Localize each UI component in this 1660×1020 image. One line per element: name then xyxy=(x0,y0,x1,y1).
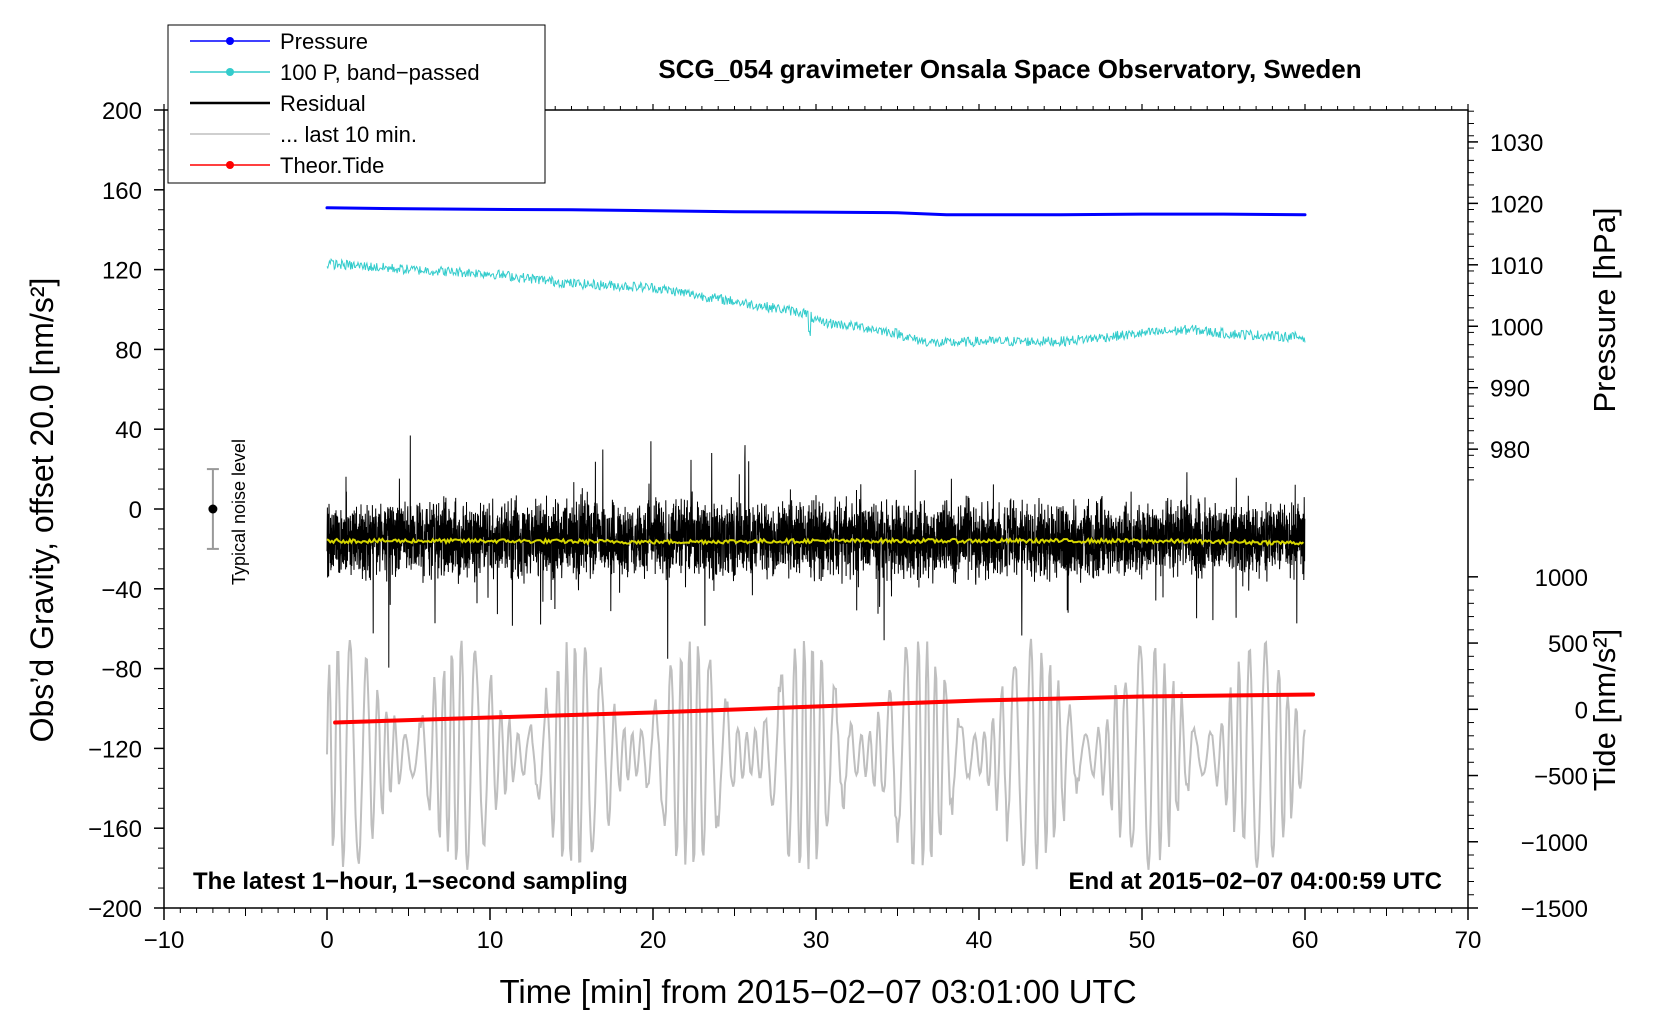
x-tick-label: 0 xyxy=(320,927,333,954)
tide-tick-label: −500 xyxy=(1534,764,1588,791)
y-tick-label: 120 xyxy=(102,258,142,285)
y-tick-label: −120 xyxy=(88,736,142,763)
pressure-tick-label: 1020 xyxy=(1490,191,1543,218)
legend-label: Residual xyxy=(280,91,366,116)
y-axis-label: Obs’d Gravity, offset 20.0 [nm/s²] xyxy=(24,278,60,743)
x-tick-label: −10 xyxy=(144,927,185,954)
pressure-tick-label: 1030 xyxy=(1490,130,1543,157)
series-band-passed-pressure xyxy=(326,257,1306,348)
pressure-tick-label: 980 xyxy=(1490,437,1530,464)
plot-series xyxy=(325,206,1316,870)
series-residual-smoothed xyxy=(326,536,1305,547)
pressure-tick-label: 1000 xyxy=(1490,314,1543,341)
legend-marker xyxy=(226,68,234,76)
x-tick-label: 60 xyxy=(1292,927,1319,954)
y-tick-label: 40 xyxy=(115,417,142,444)
x-tick-label: 70 xyxy=(1455,927,1482,954)
tide-tick-label: 0 xyxy=(1575,697,1588,724)
x-tick-label: 30 xyxy=(803,927,830,954)
y-tick-label: 80 xyxy=(115,337,142,364)
series-last-10-min xyxy=(326,638,1306,870)
legend-label: 100 P, band−passed xyxy=(280,60,480,85)
legend: Pressure 100 P, band−passed Residual ... la… xyxy=(167,24,546,184)
chart-title: SCG_054 gravimeter Onsala Space Observat… xyxy=(658,54,1361,84)
axis-ticks: −10 0 10 20 30 40 50 60 70−200−160−120−80−400408… xyxy=(88,98,1588,954)
y-tick-label: −40 xyxy=(101,577,142,604)
legend-label: Pressure xyxy=(280,29,368,54)
y-tick-label: 200 xyxy=(102,98,142,125)
tide-axis-label: Tide [nm/s²] xyxy=(1587,629,1622,792)
x-tick-label: 10 xyxy=(477,927,504,954)
legend-label: ... last 10 min. xyxy=(280,122,417,147)
tide-tick-label: −1500 xyxy=(1521,896,1588,923)
sampling-note: The latest 1−hour, 1−second sampling xyxy=(193,868,628,895)
noise-bar-center xyxy=(208,504,218,514)
series-pressure xyxy=(325,206,1307,217)
legend-marker xyxy=(226,37,234,45)
series-theoretical-tide xyxy=(333,692,1316,725)
end-time-note: End at 2015−02−07 04:00:59 UTC xyxy=(1068,868,1442,895)
tide-tick-label: 500 xyxy=(1548,631,1588,658)
tide-tick-label: −1000 xyxy=(1521,830,1588,857)
legend-label: Theor.Tide xyxy=(280,153,384,178)
x-tick-label: 50 xyxy=(1129,927,1156,954)
pressure-tick-label: 1010 xyxy=(1490,253,1543,280)
y-tick-label: −160 xyxy=(88,816,142,843)
series-residual xyxy=(326,435,1306,668)
pressure-axis-label: Pressure [hPa] xyxy=(1587,207,1622,412)
pressure-tick-label: 990 xyxy=(1490,376,1530,403)
y-tick-label: 0 xyxy=(129,497,142,524)
noise-level-label: Typical noise level xyxy=(229,439,249,585)
x-tick-label: 20 xyxy=(640,927,667,954)
y-tick-label: −80 xyxy=(101,657,142,684)
x-axis-label: Time [min] from 2015−02−07 03:01:00 UTC xyxy=(499,973,1136,1010)
legend-marker xyxy=(226,161,234,169)
y-tick-label: 160 xyxy=(102,178,142,205)
tide-tick-label: 1000 xyxy=(1535,565,1588,592)
y-tick-label: −200 xyxy=(88,896,142,923)
noise-level-indicator: Typical noise level xyxy=(206,439,249,585)
x-tick-label: 40 xyxy=(966,927,993,954)
